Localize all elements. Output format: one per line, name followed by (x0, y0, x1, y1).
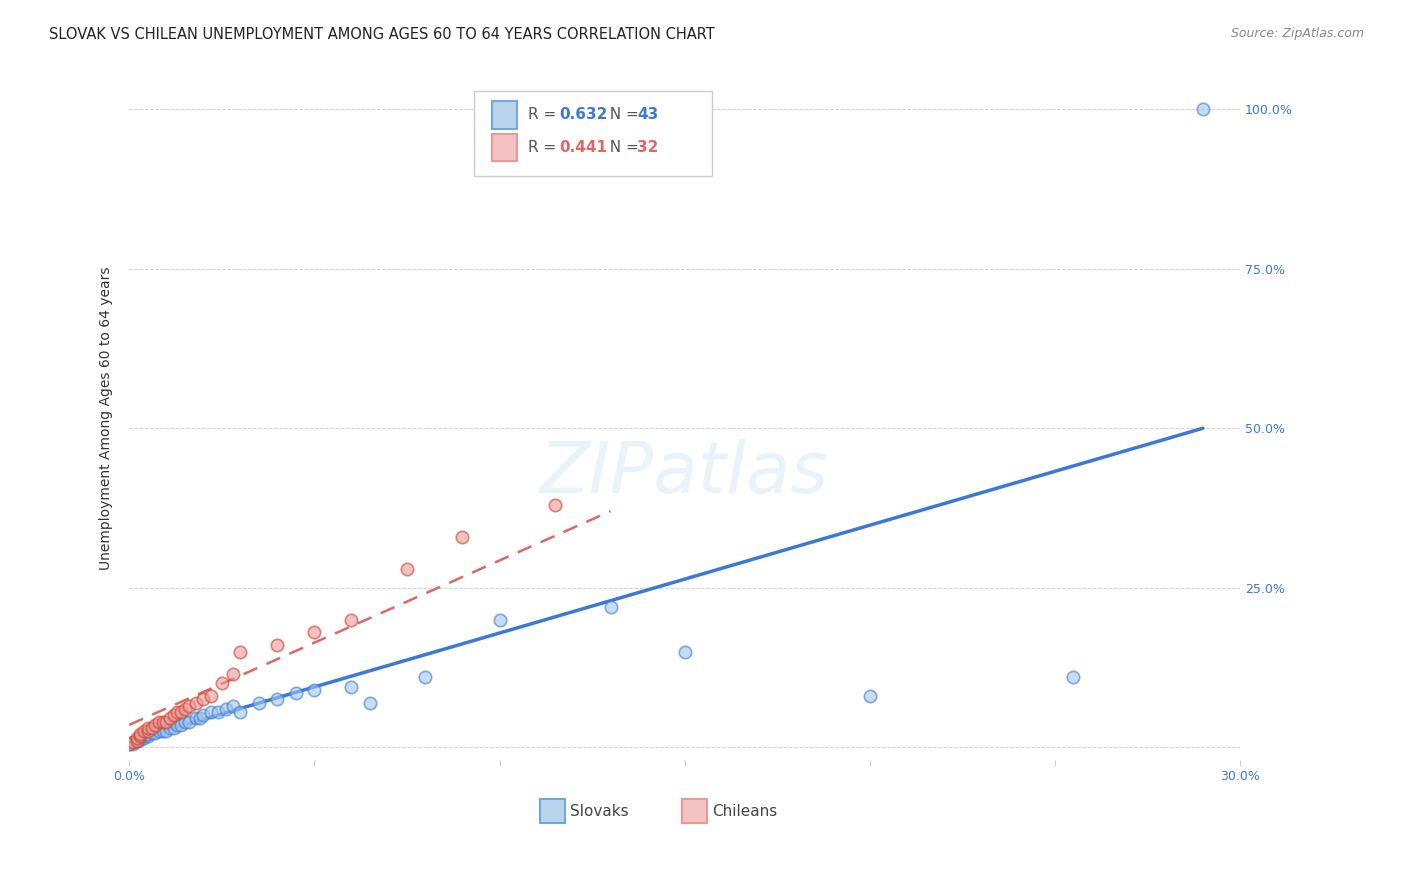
Point (177, 714, 200, 729)
Point (166, 705, 188, 719)
Point (173, 714, 195, 729)
Point (136, 729, 159, 743)
Point (129, 727, 152, 741)
Point (129, 729, 152, 743)
Point (125, 731, 148, 745)
Point (155, 714, 177, 729)
Point (134, 729, 156, 743)
Point (599, 599, 621, 614)
Point (284, 686, 307, 700)
Point (304, 682, 326, 697)
Point (163, 708, 186, 723)
Point (188, 711, 211, 725)
Text: 43: 43 (637, 107, 658, 122)
Point (136, 727, 159, 741)
Point (340, 680, 363, 694)
FancyBboxPatch shape (474, 91, 713, 177)
Point (229, 705, 252, 719)
Point (118, 737, 141, 751)
Point (304, 625, 326, 640)
Text: 0.632: 0.632 (560, 107, 607, 122)
Point (136, 721, 159, 735)
FancyBboxPatch shape (492, 134, 517, 161)
Text: 32: 32 (637, 140, 658, 155)
Point (247, 696, 270, 710)
Point (340, 613, 363, 627)
Point (173, 702, 195, 716)
Point (159, 711, 181, 725)
Point (200, 689, 222, 703)
Point (159, 721, 181, 735)
Point (266, 638, 288, 652)
Point (1191, 103, 1213, 117)
Point (143, 726, 166, 740)
Point (125, 732, 148, 747)
Text: N =: N = (600, 107, 644, 122)
Point (193, 708, 215, 723)
Point (200, 705, 222, 719)
Point (222, 666, 245, 681)
Point (170, 718, 193, 732)
Point (129, 731, 152, 745)
Point (214, 702, 236, 716)
FancyBboxPatch shape (492, 102, 517, 128)
Point (207, 705, 229, 719)
Text: SLOVAK VS CHILEAN UNEMPLOYMENT AMONG AGES 60 TO 64 YEARS CORRELATION CHART: SLOVAK VS CHILEAN UNEMPLOYMENT AMONG AGE… (49, 27, 716, 42)
FancyBboxPatch shape (540, 799, 565, 823)
Point (129, 732, 152, 747)
FancyBboxPatch shape (682, 799, 707, 823)
Point (859, 689, 882, 703)
Point (122, 737, 145, 751)
Point (125, 734, 148, 748)
Point (148, 714, 170, 729)
Point (451, 530, 474, 544)
Point (544, 498, 567, 512)
Point (163, 721, 186, 735)
Point (184, 711, 207, 725)
Text: 0.441: 0.441 (560, 140, 607, 155)
Point (136, 724, 159, 739)
Point (134, 731, 156, 745)
Point (122, 735, 145, 749)
Point (266, 692, 288, 706)
Point (125, 734, 148, 748)
Point (122, 735, 145, 749)
Text: Chileans: Chileans (713, 804, 778, 819)
Point (415, 670, 437, 684)
Point (152, 724, 174, 739)
Point (193, 692, 215, 706)
Text: ZIPatlas: ZIPatlas (540, 439, 830, 508)
Text: N =: N = (600, 140, 644, 155)
Point (488, 613, 510, 627)
Text: Slovaks: Slovaks (571, 804, 628, 819)
Point (673, 644, 696, 658)
Point (222, 698, 245, 713)
Point (134, 724, 156, 739)
Text: Source: ZipAtlas.com: Source: ZipAtlas.com (1230, 27, 1364, 40)
Point (148, 724, 170, 739)
Point (177, 698, 200, 713)
Point (1062, 670, 1084, 684)
Point (141, 726, 163, 740)
Point (229, 644, 252, 658)
Text: R =: R = (529, 107, 561, 122)
Point (359, 696, 381, 710)
Point (118, 737, 141, 751)
Point (155, 724, 177, 739)
Text: R =: R = (529, 140, 561, 155)
Point (184, 696, 207, 710)
Point (143, 718, 166, 732)
Point (395, 561, 418, 575)
Point (166, 718, 188, 732)
Point (211, 676, 233, 690)
Point (141, 721, 163, 735)
Point (152, 714, 174, 729)
Y-axis label: Unemployment Among Ages 60 to 64 years: Unemployment Among Ages 60 to 64 years (100, 267, 114, 571)
Point (170, 705, 193, 719)
